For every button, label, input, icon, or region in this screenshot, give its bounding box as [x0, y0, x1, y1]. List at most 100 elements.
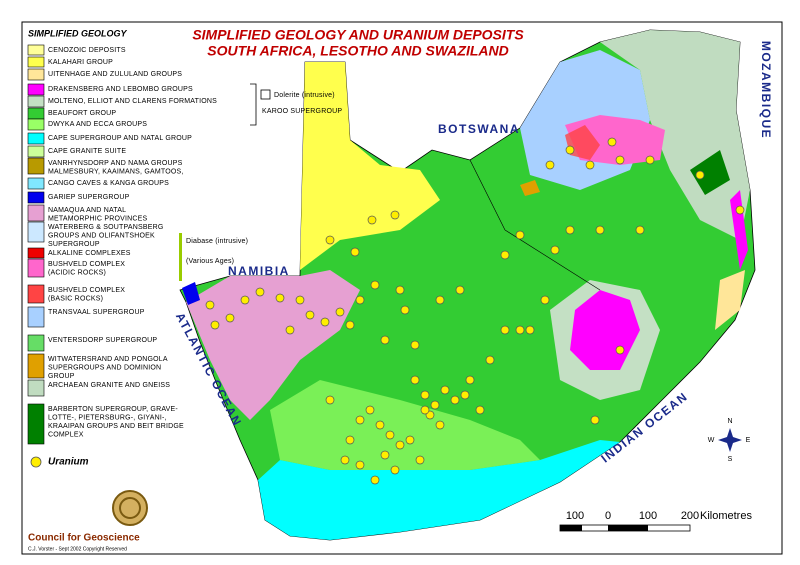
uranium-deposit [515, 230, 525, 240]
uranium-deposit [550, 245, 560, 255]
uranium-deposit [545, 160, 555, 170]
legend-label: BUSHVELD COMPLEX [48, 287, 125, 294]
uranium-deposit [380, 450, 390, 460]
legend-label: CAPE GRANITE SUITE [48, 148, 126, 155]
uranium-deposit [500, 250, 510, 260]
uranium-deposit [355, 460, 365, 470]
uranium-deposit [325, 235, 335, 245]
uranium-deposit [435, 295, 445, 305]
uranium-deposit [340, 455, 350, 465]
legend-label: NAMAQUA AND NATAL [48, 207, 126, 214]
uranium-deposit [345, 435, 355, 445]
legend-label: DRAKENSBERG AND LEBOMBO GROUPS [48, 86, 193, 93]
place-label: NAMIBIA [228, 264, 290, 278]
uranium-deposit [415, 455, 425, 465]
uranium-deposit [350, 247, 360, 257]
legend-swatch [27, 353, 45, 379]
uranium-deposit [615, 155, 625, 165]
legend-swatch [27, 145, 45, 158]
uranium-deposit [615, 345, 625, 355]
legend-label: BUSHVELD COMPLEX [48, 261, 125, 268]
legend-label: METAMORPHIC PROVINCES [48, 215, 147, 222]
uranium-deposit [500, 325, 510, 335]
uranium-deposit [320, 317, 330, 327]
uranium-label: Uranium [48, 457, 89, 468]
uranium-deposit [420, 405, 430, 415]
legend-label: SUPERGROUPS AND DOMINION [48, 364, 161, 371]
legend-swatch [27, 247, 45, 259]
uranium-deposit [565, 145, 575, 155]
legend-swatch [27, 284, 45, 304]
uranium-deposit [355, 415, 365, 425]
compass-rose [718, 436, 742, 444]
legend-swatch [27, 107, 45, 120]
legend-label: (ACIDIC ROCKS) [48, 269, 106, 276]
uranium-deposit [370, 280, 380, 290]
uranium-deposit [395, 440, 405, 450]
ages-label: (Various Ages) [186, 258, 234, 265]
border-line [469, 159, 506, 231]
legend-swatch [27, 221, 45, 243]
scale-segment [608, 525, 648, 531]
legend-label: MOLTENO, ELLIOT AND CLARENS FORMATIONS [48, 98, 217, 105]
legend-label: CENOZOIC DEPOSITS [48, 47, 126, 54]
uranium-deposit [365, 405, 375, 415]
uranium-deposit [205, 300, 215, 310]
legend-label: CANGO CAVES & KANGA GROUPS [48, 180, 169, 187]
uranium-deposit [305, 310, 315, 320]
uranium-deposit [435, 420, 445, 430]
cape-fold [258, 440, 620, 540]
scale-unit: Kilometres [700, 510, 752, 522]
legend-title: SIMPLIFIED GEOLOGY [28, 28, 128, 38]
legend-swatch [27, 379, 45, 397]
ecca [270, 380, 540, 470]
uranium-deposit [420, 390, 430, 400]
legend-label: GROUPS AND OLIFANTSHOEK [48, 232, 155, 239]
uranium-deposit [590, 415, 600, 425]
title-line1: SIMPLIFIED GEOLOGY AND URANIUM DEPOSITS [192, 27, 524, 43]
uranium-deposit [635, 225, 645, 235]
compass-n: N [727, 418, 732, 425]
uranium-deposit [565, 225, 575, 235]
scale-label: 100 [639, 510, 657, 522]
uranium-deposit [465, 375, 475, 385]
legend-label: GROUP [48, 373, 75, 380]
scale-label: 200 [681, 510, 699, 522]
uranium-deposit [645, 155, 655, 165]
legend-label: COMPLEX [48, 431, 84, 438]
uranium-deposit [405, 435, 415, 445]
legend-swatch [27, 204, 45, 222]
uranium-deposit [367, 215, 377, 225]
diabase-label: Diabase (intrusive) [186, 238, 248, 245]
legend-label: CAPE SUPERGROUP AND NATAL GROUP [48, 135, 192, 142]
legend-swatch [27, 68, 45, 81]
gariep [182, 282, 200, 305]
legend-swatch [27, 118, 45, 131]
scale-label: 100 [566, 510, 584, 522]
compass-e: E [746, 437, 751, 444]
legend-label: VANRHYNSDORP AND NAMA GROUPS [48, 160, 183, 167]
uranium-deposit [380, 335, 390, 345]
border-line [504, 229, 601, 291]
uranium-deposit [540, 295, 550, 305]
zululand [715, 270, 745, 330]
legend-swatch [27, 403, 45, 445]
diabase-bar [179, 233, 182, 281]
legend-label: BEAUFORT GROUP [48, 110, 116, 117]
dolerite-label: Dolerite (intrusive) [274, 92, 335, 99]
scale-segment [560, 525, 582, 531]
legend-swatch [27, 306, 45, 328]
legend-label: SUPERGROUP [48, 241, 100, 248]
place-label: BOTSWANA [438, 122, 520, 136]
kalahari [300, 62, 440, 270]
uranium-deposits [205, 137, 745, 485]
uranium-deposit [390, 465, 400, 475]
uranium-deposit [455, 285, 465, 295]
legend-swatch [27, 132, 45, 145]
uranium-deposit [485, 355, 495, 365]
legend-label: WATERBERG & SOUTPANSBERG [48, 224, 164, 231]
witwatersrand [520, 180, 540, 196]
uranium-deposit [255, 287, 265, 297]
logo [119, 497, 141, 519]
uranium-deposit [395, 285, 405, 295]
